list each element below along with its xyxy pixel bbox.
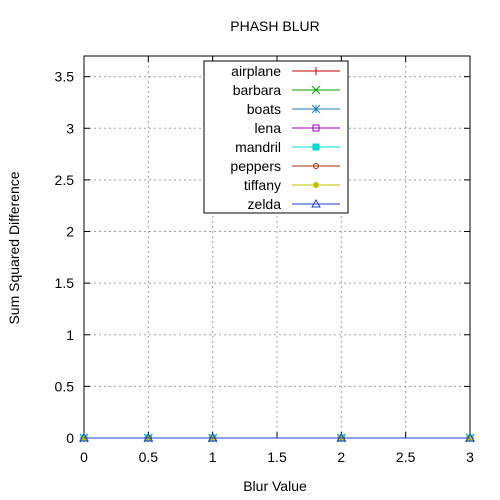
y-tick-label: 1 (66, 327, 74, 343)
y-tick-label: 0 (66, 430, 74, 446)
legend-marker (313, 182, 319, 188)
legend-marker (312, 124, 320, 132)
y-tick-label: 0.5 (55, 378, 75, 394)
x-tick-label: 1 (209, 449, 217, 465)
y-tick-label: 1.5 (55, 275, 75, 291)
data-point (336, 432, 347, 442)
legend-item: tiffany (244, 177, 340, 193)
legend-item: airplane (231, 63, 340, 79)
legend-item: mandril (235, 139, 340, 155)
data-point (79, 432, 89, 442)
y-tick-label: 3.5 (55, 69, 75, 85)
chart-title: PHASH BLUR (230, 18, 319, 34)
series-zelda (79, 432, 475, 442)
data-point (465, 432, 475, 442)
legend-item: boats (247, 101, 340, 117)
legend-item: lena (255, 120, 340, 136)
legend-item: peppers (230, 158, 340, 174)
legend-marker (312, 67, 320, 75)
x-tick-label: 2 (337, 449, 345, 465)
legend: airplane barbara boats lena mandril peppers ti… (203, 60, 349, 214)
legend-marker (313, 163, 319, 169)
y-tick-label: 3 (66, 120, 74, 136)
legend-marker (311, 85, 321, 95)
legend-label: peppers (230, 158, 281, 174)
legend-label: barbara (233, 82, 281, 98)
y-tick-label: 2.5 (55, 172, 75, 188)
legend-label: boats (247, 101, 281, 117)
data-point (143, 432, 154, 442)
legend-item: barbara (233, 82, 340, 98)
series (79, 432, 475, 443)
axis-ticks: 0 0.5 1 1.5 2 2.5 3 0 0.5 1 1.5 2 2.5 3 3.5 (55, 56, 474, 465)
legend-label: mandril (235, 139, 281, 155)
legend-marker (311, 198, 321, 208)
x-tick-label: 2.5 (396, 449, 416, 465)
legend-marker (311, 104, 321, 114)
grid (84, 56, 470, 438)
x-tick-label: 0 (80, 449, 88, 465)
legend-label: tiffany (244, 177, 281, 193)
x-tick-label: 3 (466, 449, 474, 465)
data-point (207, 432, 218, 442)
legend-label: zelda (248, 196, 282, 212)
legend-marker (312, 143, 320, 151)
y-tick-label: 2 (66, 224, 74, 240)
legend-box (203, 60, 349, 214)
x-tick-label: 1.5 (267, 449, 287, 465)
y-axis-title: Sum Squared Difference (6, 171, 22, 324)
legend-item: zelda (248, 196, 340, 212)
legend-label: airplane (231, 63, 281, 79)
legend-label: lena (255, 120, 282, 136)
x-tick-label: 0.5 (139, 449, 159, 465)
x-axis-title: Blur Value (243, 478, 307, 494)
